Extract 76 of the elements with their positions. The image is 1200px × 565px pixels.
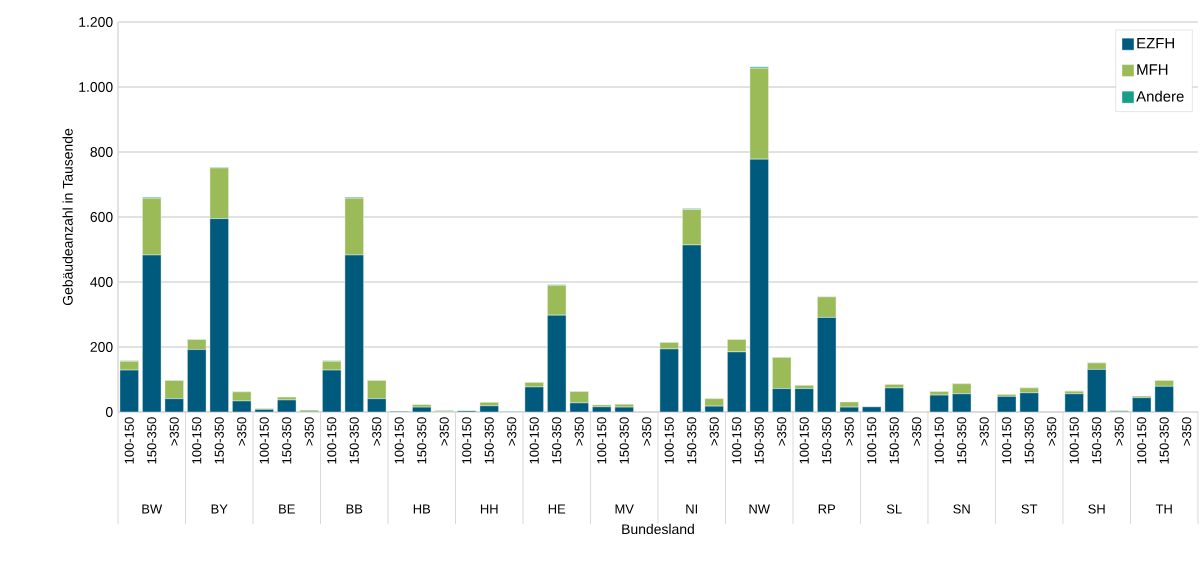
- y-tick-label: 1.000: [79, 82, 113, 92]
- x-tick-label: >350: [1114, 417, 1124, 446]
- x-tick-label: >350: [912, 417, 922, 446]
- text: HB: [413, 504, 431, 514]
- y-axis-title: Gebäudeanzahl in Tausende: [62, 128, 73, 306]
- text: NW: [749, 504, 770, 514]
- x-tick-label: 100-150: [1137, 417, 1147, 464]
- x-tick-label: 150-350: [282, 417, 292, 464]
- x-tick-label: 100-150: [1069, 417, 1079, 464]
- y-tick-label: 800: [90, 147, 113, 157]
- x-tick-label: >350: [1182, 417, 1192, 446]
- x-tick-label: >350: [709, 417, 719, 446]
- x-tick-label: 150-350: [417, 417, 427, 464]
- x-tick-label: >350: [777, 417, 787, 446]
- x-tick-label: 150-350: [1159, 417, 1169, 464]
- x-tick-label: >350: [979, 417, 989, 446]
- text: RP: [818, 504, 836, 514]
- text: ST: [1021, 504, 1038, 514]
- x-tick-label: >350: [304, 417, 314, 446]
- x-tick-label: 150-350: [957, 417, 967, 464]
- legend-label: MFH: [1137, 64, 1168, 75]
- x-tick-label: >350: [844, 417, 854, 446]
- text: BB: [346, 504, 363, 514]
- y-tick-label: 200: [90, 342, 113, 352]
- text: TH: [1155, 504, 1172, 514]
- x-tick-label: 150-350: [552, 417, 562, 464]
- x-tick-label: 100-150: [259, 417, 269, 464]
- x-tick-label: 100-150: [1002, 417, 1012, 464]
- y-tick-label: 0: [105, 407, 113, 417]
- x-tick-label: 100-150: [394, 417, 404, 464]
- legend-label: EZFH: [1137, 37, 1174, 49]
- x-tick-label: >350: [169, 417, 179, 446]
- text: SL: [886, 504, 902, 514]
- text: NI: [686, 504, 698, 514]
- text: BW: [142, 504, 163, 514]
- x-tick-label: 100-150: [462, 417, 472, 464]
- y-tick-label: 1.200: [79, 17, 113, 27]
- x-tick-label: 150-350: [1024, 417, 1034, 464]
- x-tick-label: >350: [642, 417, 652, 446]
- x-tick-label: 100-150: [597, 417, 607, 464]
- x-tick-label: 150-350: [147, 417, 157, 464]
- x-tick-label: 150-350: [214, 417, 224, 464]
- text: BY: [211, 504, 228, 514]
- x-tick-label: 100-150: [664, 417, 674, 464]
- x-tick-label: 150-350: [484, 417, 494, 464]
- x-tick-label: 100-150: [732, 417, 742, 464]
- x-axis-title: Bundesland: [622, 523, 694, 535]
- x-tick-label: 100-150: [934, 417, 944, 464]
- text: HE: [548, 504, 566, 514]
- x-tick-label: 150-350: [1092, 417, 1102, 464]
- text: MV: [615, 504, 634, 514]
- x-tick-label: >350: [574, 417, 584, 446]
- text: SN: [953, 504, 970, 514]
- x-tick-label: 100-150: [799, 417, 809, 464]
- x-tick-label: 150-350: [822, 417, 832, 464]
- x-tick-label: 100-150: [124, 417, 134, 464]
- x-tick-label: >350: [1047, 417, 1057, 446]
- x-tick-label: 150-350: [619, 417, 629, 464]
- x-tick-label: 150-350: [754, 417, 764, 464]
- x-tick-label: >350: [507, 417, 517, 446]
- legend-label: Andere: [1136, 90, 1184, 102]
- x-tick-label: 150-350: [889, 417, 899, 464]
- x-tick-label: >350: [372, 417, 382, 446]
- x-tick-label: 150-350: [687, 417, 697, 464]
- text: HH: [480, 504, 498, 514]
- x-tick-label: 100-150: [327, 417, 337, 464]
- x-tick-label: 100-150: [192, 417, 202, 464]
- text: SH: [1088, 504, 1105, 514]
- x-tick-label: 150-350: [349, 417, 359, 464]
- x-tick-label: >350: [237, 417, 247, 446]
- x-tick-label: 100-150: [529, 417, 539, 464]
- y-tick-label: 600: [90, 212, 113, 222]
- x-tick-label: >350: [439, 417, 449, 446]
- y-tick-label: 400: [90, 277, 113, 287]
- x-tick-label: 100-150: [867, 417, 877, 464]
- text: BE: [279, 504, 295, 514]
